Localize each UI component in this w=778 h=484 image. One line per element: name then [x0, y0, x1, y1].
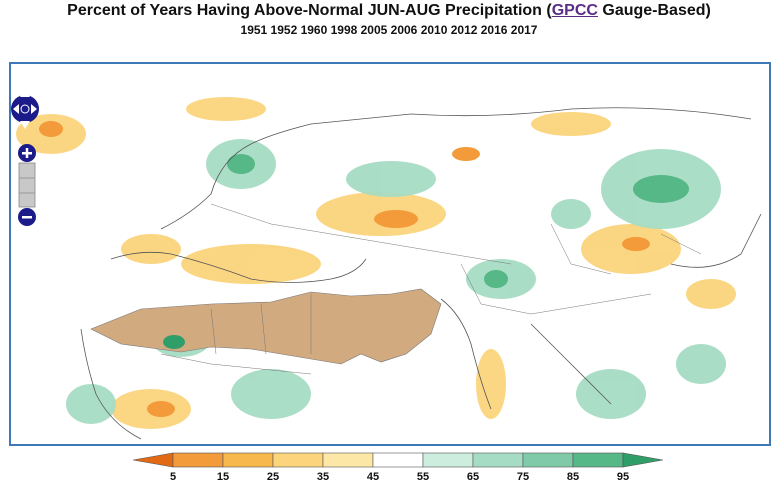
legend-swatch	[172, 452, 224, 468]
sahel-wet-spot	[163, 335, 185, 349]
country-borders	[160, 203, 702, 375]
pan-right-icon[interactable]	[31, 104, 37, 114]
legend-label: 45	[367, 471, 379, 483]
years-list: 1951 1952 1960 1998 2005 2006 2010 2012 …	[240, 23, 538, 37]
legend-swatch	[472, 452, 524, 468]
zoom-slider[interactable]	[18, 162, 36, 208]
legend-swatch	[522, 452, 574, 468]
legend-swatch	[622, 452, 664, 468]
map-title: Percent of Years Having Above-Normal JUN…	[0, 2, 778, 20]
legend-label: 5	[170, 471, 176, 483]
title-prefix: Percent of Years Having Above-Normal JUN…	[67, 2, 552, 19]
pan-up-icon[interactable]	[20, 89, 30, 97]
legend-swatch	[222, 452, 274, 468]
pan-down-icon[interactable]	[20, 121, 30, 129]
legend-label: 95	[617, 471, 629, 483]
legend-label: 15	[217, 471, 229, 483]
legend-swatch	[272, 452, 324, 468]
legend-swatch	[372, 452, 424, 468]
legend-label: 65	[467, 471, 479, 483]
legend-label: 85	[567, 471, 579, 483]
gpcc-link[interactable]: GPCC	[551, 2, 598, 19]
below-normal-patches	[16, 97, 736, 429]
zoom-in-button[interactable]	[18, 144, 36, 162]
map-navigation	[11, 89, 39, 226]
coastlines	[80, 107, 762, 440]
legend-swatch	[132, 452, 174, 468]
legend-label: 75	[517, 471, 529, 483]
pan-left-icon[interactable]	[13, 104, 19, 114]
legend-label: 55	[417, 471, 429, 483]
title-suffix: Gauge-Based)	[597, 2, 711, 19]
map-viewport[interactable]	[9, 62, 771, 446]
map-canvas[interactable]	[11, 64, 769, 444]
legend-swatches	[132, 452, 664, 468]
legend-labels: 5 15 25 35 45 55 65 75 85 95	[170, 471, 629, 483]
legend-colorbar: 5 15 25 35 45 55 65 75 85 95	[132, 452, 664, 483]
legend-swatch	[422, 452, 474, 468]
zoom-out-button[interactable]	[18, 208, 36, 226]
strong-below-normal-patches	[39, 121, 650, 417]
legend-swatch	[572, 452, 624, 468]
pan-control[interactable]	[11, 89, 39, 129]
legend-label: 35	[317, 471, 329, 483]
legend-label: 25	[267, 471, 279, 483]
legend-swatch	[322, 452, 374, 468]
